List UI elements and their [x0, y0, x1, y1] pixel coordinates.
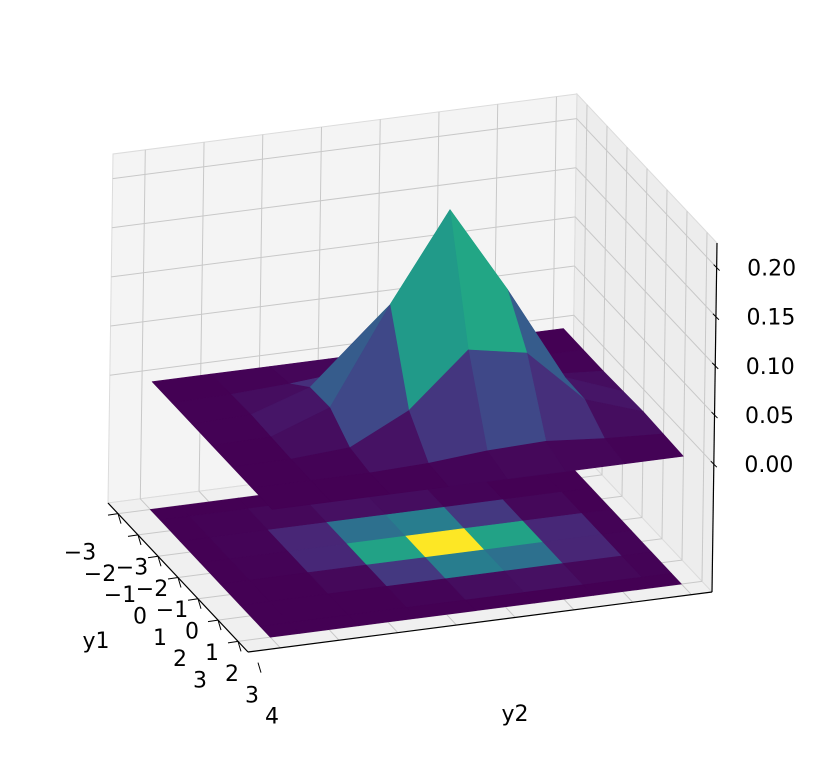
y-tick — [197, 598, 202, 609]
grid-line — [198, 142, 205, 492]
y-tick-label: −1 — [156, 598, 188, 623]
y-axis-label: y2 — [501, 702, 528, 727]
y-tick-label: −3 — [116, 556, 148, 581]
x-tick-label: −3 — [64, 541, 96, 566]
grid-line — [574, 265, 715, 416]
grid-line — [111, 216, 576, 278]
y-tick — [217, 619, 222, 631]
z-tick-label: 0.10 — [746, 355, 795, 380]
grid-line — [574, 216, 716, 367]
z-tick — [713, 264, 721, 271]
y-tick — [157, 556, 162, 567]
y-tick — [117, 513, 122, 524]
grid-line — [111, 167, 577, 229]
y-tick-label: −2 — [136, 577, 168, 602]
x-tick — [227, 640, 239, 644]
x-tick — [107, 513, 119, 516]
y-tick-label: 4 — [265, 705, 279, 730]
x-tick — [147, 555, 159, 559]
x-tick-label: 2 — [173, 647, 187, 672]
y-tick — [177, 577, 182, 588]
z-tick-label: 0.05 — [745, 404, 794, 429]
z-tick — [711, 411, 718, 419]
y-tick-label: 2 — [225, 662, 239, 687]
z-tick-label: 0.00 — [744, 453, 793, 478]
grid-line — [573, 314, 715, 465]
y-tick — [237, 641, 242, 652]
z-tick — [712, 313, 720, 321]
grid-line — [576, 118, 718, 268]
surface-facet — [251, 480, 332, 510]
grid-line — [575, 167, 717, 318]
y-tick — [257, 662, 262, 673]
grid-line — [139, 149, 146, 499]
z-tick-label: 0.20 — [747, 257, 796, 282]
x-tick — [167, 577, 179, 580]
x-tick-label: −1 — [104, 583, 136, 608]
grid-line — [681, 211, 688, 561]
x-tick-label: 0 — [133, 605, 147, 630]
z-tick — [710, 460, 718, 468]
z-tick — [711, 362, 719, 370]
axis-line — [247, 591, 713, 653]
y-tick-label: 3 — [245, 683, 259, 708]
grid-line — [661, 189, 668, 539]
x-tick — [187, 598, 199, 601]
x-tick — [207, 619, 219, 623]
x-axis-label: y1 — [82, 629, 109, 654]
x-tick-label: 1 — [153, 626, 167, 651]
grid-line — [112, 118, 577, 180]
x-tick — [127, 534, 139, 537]
x-tick-label: 3 — [193, 668, 207, 693]
contour-cell — [641, 573, 683, 589]
y-tick-label: 1 — [205, 641, 219, 666]
x-tick-label: −2 — [84, 562, 116, 587]
z-tick-label: 0.15 — [746, 306, 795, 331]
y-tick — [137, 534, 142, 546]
y-tick-label: 0 — [185, 620, 199, 645]
grid-line — [701, 232, 708, 582]
axis-line — [711, 242, 718, 593]
